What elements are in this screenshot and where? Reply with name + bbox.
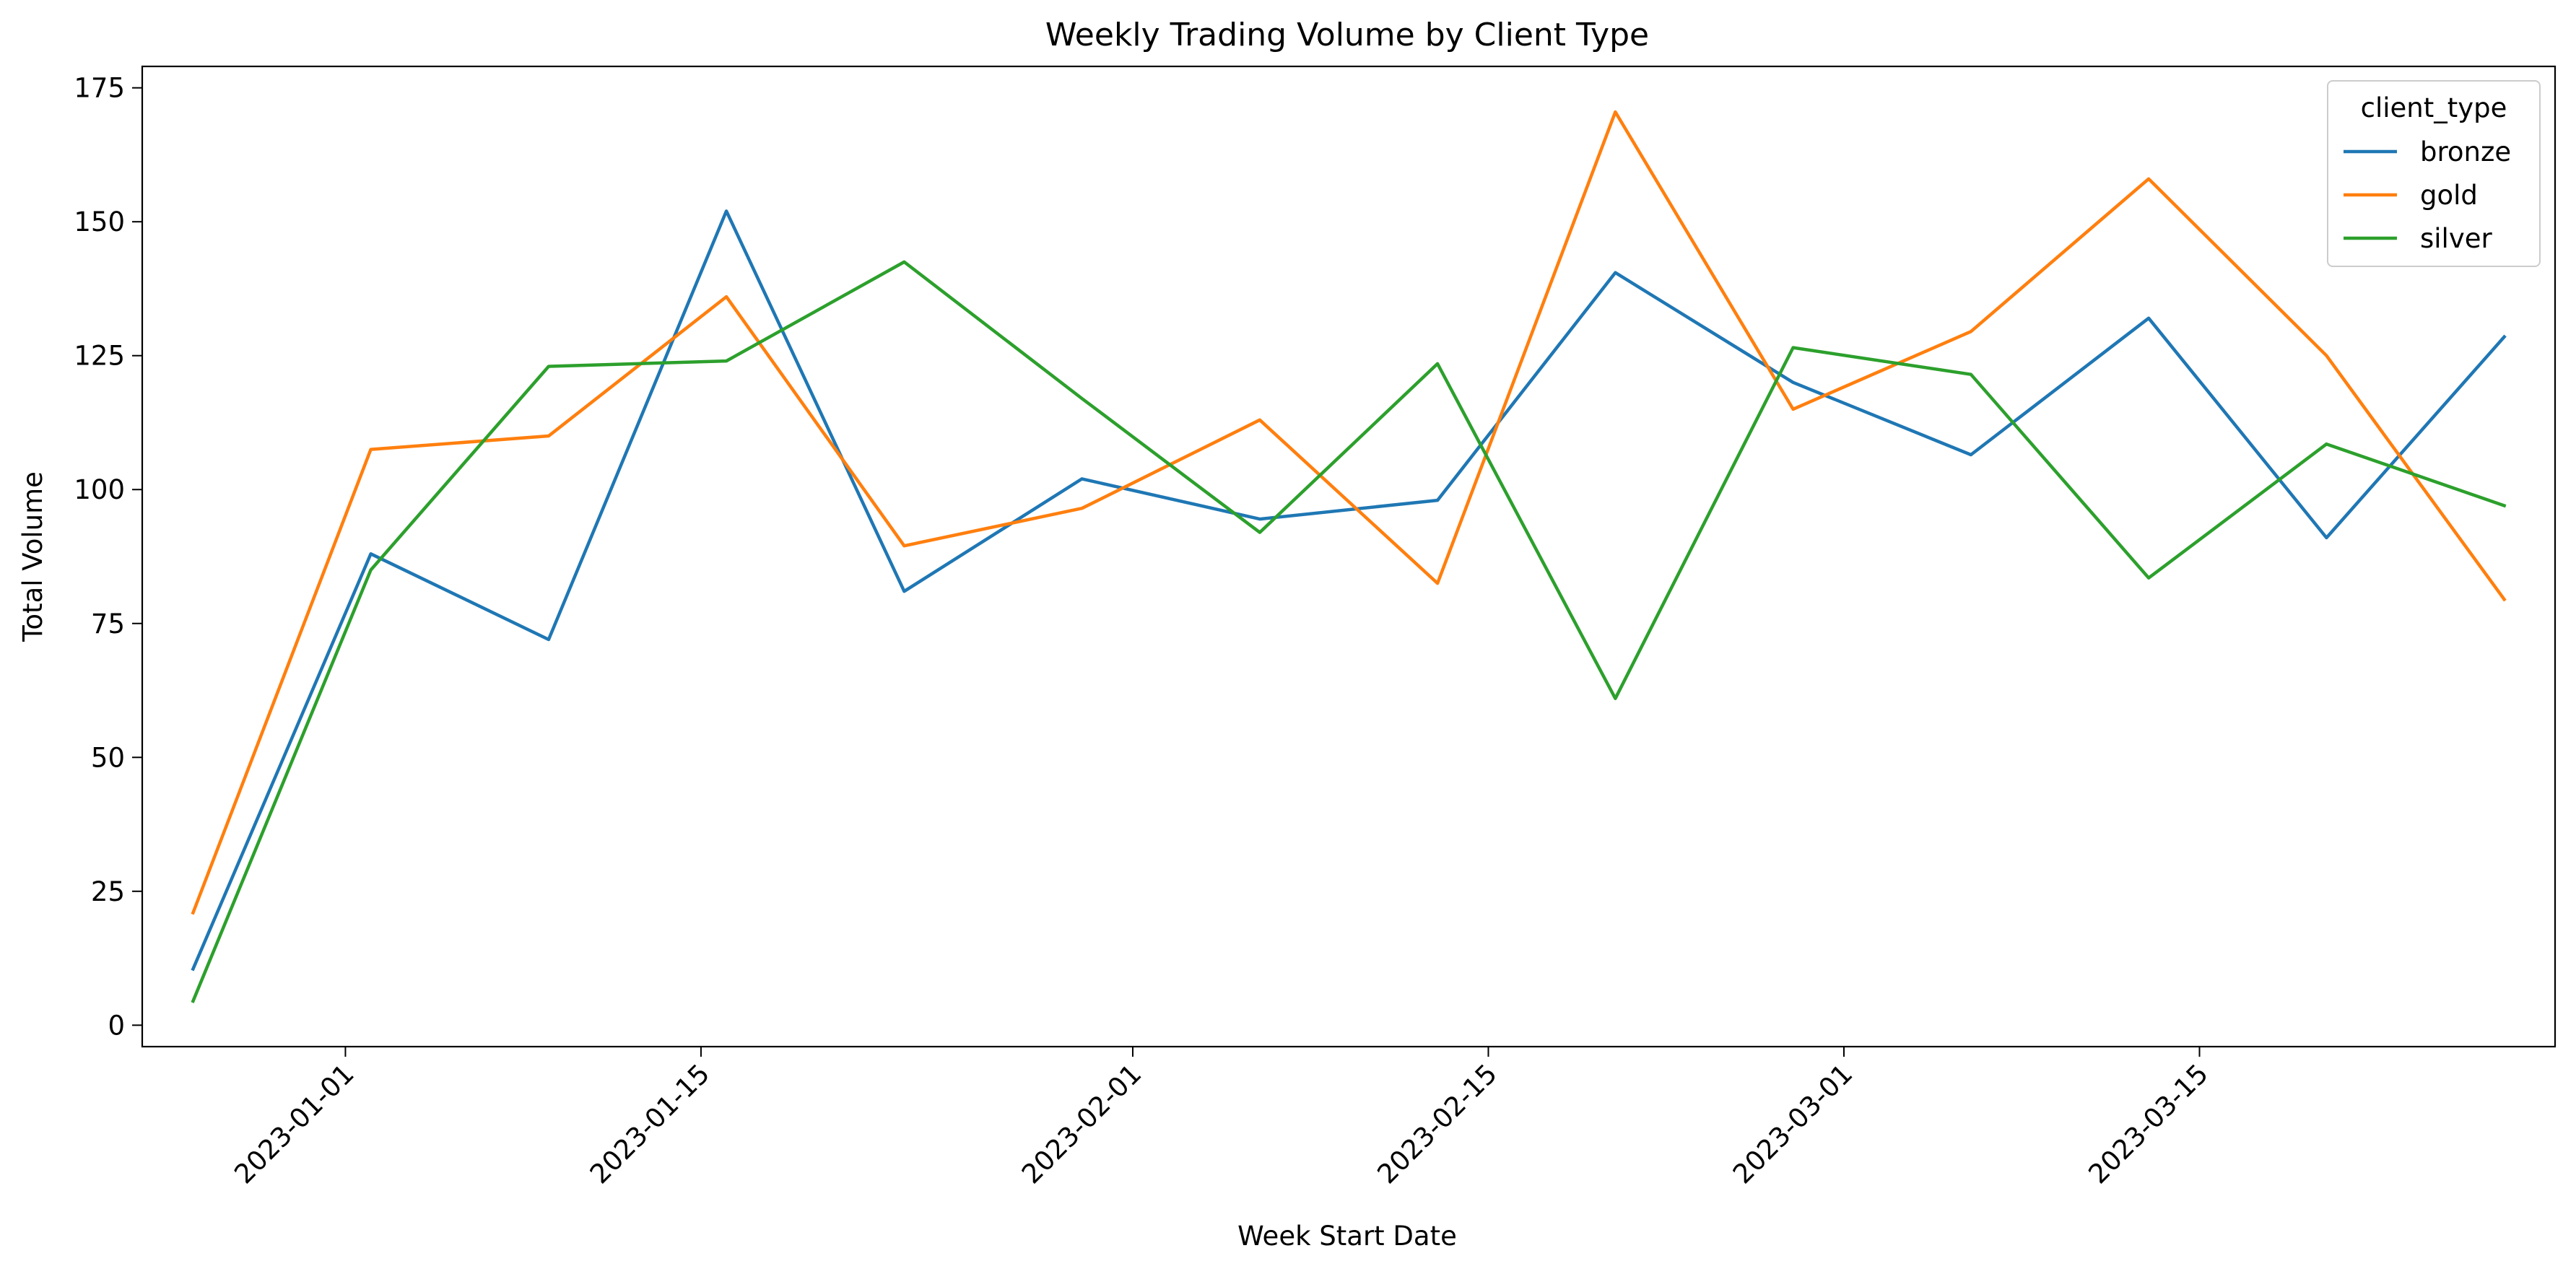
y-axis-label: Total Volume bbox=[17, 471, 48, 642]
legend-label-bronze: bronze bbox=[2420, 136, 2511, 167]
series-line-silver bbox=[191, 260, 2507, 1003]
chart-title: Weekly Trading Volume by Client Type bbox=[1045, 17, 1649, 53]
y-axis: 0 25 50 75 100 125 150 175 bbox=[74, 73, 142, 1041]
series-line-gold bbox=[191, 110, 2507, 915]
legend-label-silver: silver bbox=[2420, 223, 2492, 254]
legend-label-gold: gold bbox=[2420, 180, 2478, 211]
y-tick-label: 0 bbox=[108, 1010, 125, 1041]
y-tick-label: 25 bbox=[91, 876, 125, 907]
series-layer bbox=[191, 110, 2507, 1003]
x-axis-label: Week Start Date bbox=[1237, 1221, 1457, 1252]
y-tick-label: 125 bbox=[74, 341, 125, 372]
legend-box bbox=[2327, 80, 2541, 267]
series-line-bronze bbox=[191, 209, 2507, 972]
y-tick-label: 150 bbox=[74, 206, 125, 237]
plot-frame bbox=[141, 65, 2557, 1048]
y-tick-label: 50 bbox=[91, 742, 125, 773]
y-tick-label: 100 bbox=[74, 474, 125, 505]
y-tick-label: 175 bbox=[74, 73, 125, 104]
y-tick-label: 75 bbox=[91, 608, 125, 640]
legend-title: client_type bbox=[2361, 92, 2507, 123]
